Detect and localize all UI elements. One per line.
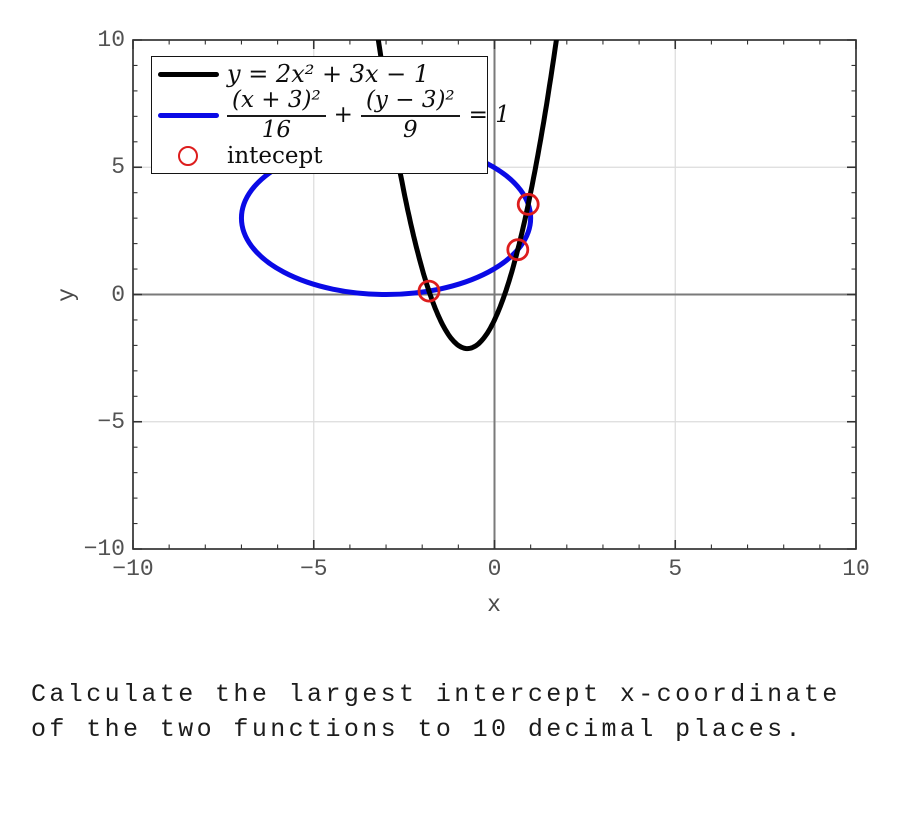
fraction-denominator: 9 <box>402 116 418 143</box>
legend-entry-parabola: y = 2x² + 3x − 1 <box>156 60 479 88</box>
caption-line-1: Calculate the largest intercept x-coordi… <box>31 680 841 709</box>
fraction-numerator: (x + 3)² <box>227 88 326 117</box>
black-line-swatch <box>157 71 219 77</box>
fraction-denominator: 16 <box>261 116 291 143</box>
caption-line-2: of the two functions to 10 decimal place… <box>31 715 804 744</box>
y-tick-label: −10 <box>83 536 125 562</box>
fraction-left: (x + 3)² 16 <box>227 88 326 143</box>
x-axis-label: x <box>487 592 501 618</box>
caption: Calculate the largest intercept x-coordi… <box>31 677 841 747</box>
x-tick-label: −5 <box>299 556 328 582</box>
legend-label-parabola: y = 2x² + 3x − 1 <box>227 60 430 88</box>
parabola-curve <box>375 40 559 352</box>
legend-swatch-ellipse <box>156 112 220 118</box>
y-tick-label: 5 <box>111 154 125 181</box>
axis-ticks <box>132 39 857 550</box>
x-tick-label: −10 <box>112 556 154 582</box>
x-tick-label: 0 <box>487 556 502 582</box>
y-tick-label: 0 <box>111 281 125 308</box>
x-tick-label: 5 <box>668 556 683 582</box>
zero-axis-lines <box>133 40 856 549</box>
y-tick-label: −5 <box>97 408 125 435</box>
legend-swatch-intercept <box>156 145 220 166</box>
intercept-marker <box>417 279 441 303</box>
legend-entry-intercept: intecept <box>156 143 479 169</box>
intercept-marker <box>516 192 540 216</box>
red-circle-marker-icon <box>178 145 198 166</box>
intercept-marker <box>506 238 530 262</box>
y-axis-label: y <box>54 288 80 302</box>
legend: y = 2x² + 3x − 1 (x + 3)² 16 + (y − 3)² … <box>151 56 510 174</box>
plus-operator: + <box>333 102 353 129</box>
blue-line-swatch <box>157 112 219 118</box>
x-tick-label: 10 <box>842 556 870 582</box>
fraction-numerator: (y − 3)² <box>360 88 460 117</box>
legend-label-ellipse: (x + 3)² 16 + (y − 3)² 9 = 1 <box>227 88 510 143</box>
legend-label-intercept: intecept <box>227 142 323 169</box>
fraction-right: (y − 3)² 9 <box>360 88 460 143</box>
equals-one: = 1 <box>468 102 510 129</box>
legend-swatch-parabola <box>156 71 220 77</box>
y-tick-label: 10 <box>97 27 125 53</box>
legend-entry-ellipse: (x + 3)² 16 + (y − 3)² 9 = 1 <box>156 88 510 143</box>
